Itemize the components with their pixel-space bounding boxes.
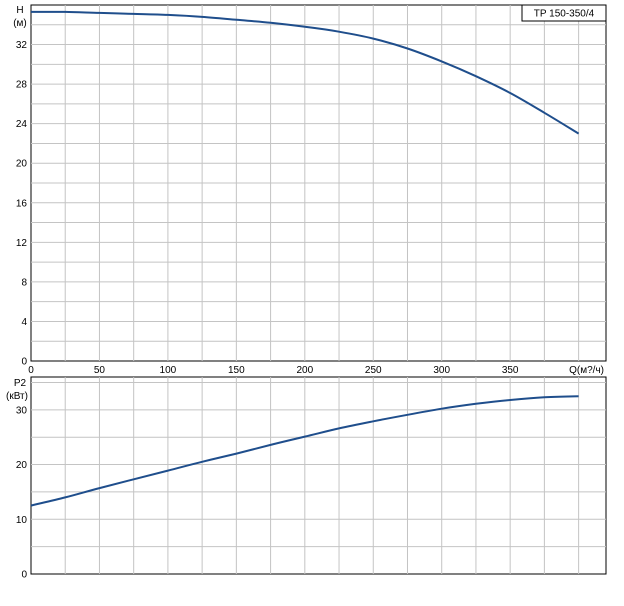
flow-x-tick-label: 200	[296, 365, 313, 376]
flow-x-tick-label: 350	[502, 365, 519, 376]
flow-x-tick-label: 0	[28, 365, 34, 376]
head-y-tick-label: 28	[16, 80, 28, 91]
head-y-tick-label: 0	[21, 357, 27, 368]
power-y-tick-label: 30	[16, 405, 28, 416]
head-y-tick-label: 4	[21, 317, 27, 328]
head-y-tick-label: 32	[16, 40, 28, 51]
flow-x-tick-label: 50	[94, 365, 106, 376]
head-axis-label: H	[16, 5, 23, 16]
power-axis-label: P2	[14, 378, 27, 389]
flow-x-tick-label: 100	[160, 365, 177, 376]
power-y-tick-label: 0	[21, 570, 27, 581]
power-panel: 0 10 20 30 P2 (кВт)	[6, 376, 607, 581]
legend-box	[521, 4, 607, 22]
head-grid	[31, 5, 606, 361]
flow-axis-label: Q(м?/ч)	[569, 365, 604, 376]
legend-label: TP 150-350/4	[534, 9, 595, 20]
head-curve	[30, 10, 580, 135]
head-y-tick-label: 8	[21, 277, 27, 288]
power-curve	[30, 395, 579, 507]
flow-x-tick-label: 250	[365, 365, 382, 376]
flow-x-tick-label: 300	[433, 365, 450, 376]
head-y-tick-label: 16	[16, 198, 28, 209]
power-y-tick-label: 10	[16, 515, 28, 526]
power-axis-unit: (кВт)	[6, 391, 28, 402]
head-x-ticks: 0 50 100 150 200 250 300 350	[28, 365, 519, 376]
legend: TP 150-350/4	[521, 4, 607, 22]
power-grid	[31, 377, 606, 574]
power-plot-frame	[30, 376, 607, 575]
flow-x-tick-label: 150	[228, 365, 245, 376]
head-y-tick-label: 12	[16, 238, 28, 249]
power-y-tick-label: 20	[16, 460, 28, 471]
head-y-tick-label: 24	[16, 119, 28, 130]
power-y-ticks: 0 10 20 30	[16, 405, 28, 580]
head-y-tick-label: 20	[16, 159, 28, 170]
head-axis-unit: (м)	[13, 18, 27, 29]
head-y-ticks: 0 4 8 12 16 20 24 28 32	[16, 40, 28, 367]
